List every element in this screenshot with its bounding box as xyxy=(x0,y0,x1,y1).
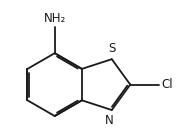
Text: Cl: Cl xyxy=(161,78,173,91)
Text: S: S xyxy=(108,42,116,55)
Text: NH₂: NH₂ xyxy=(44,12,66,25)
Text: N: N xyxy=(105,114,114,127)
